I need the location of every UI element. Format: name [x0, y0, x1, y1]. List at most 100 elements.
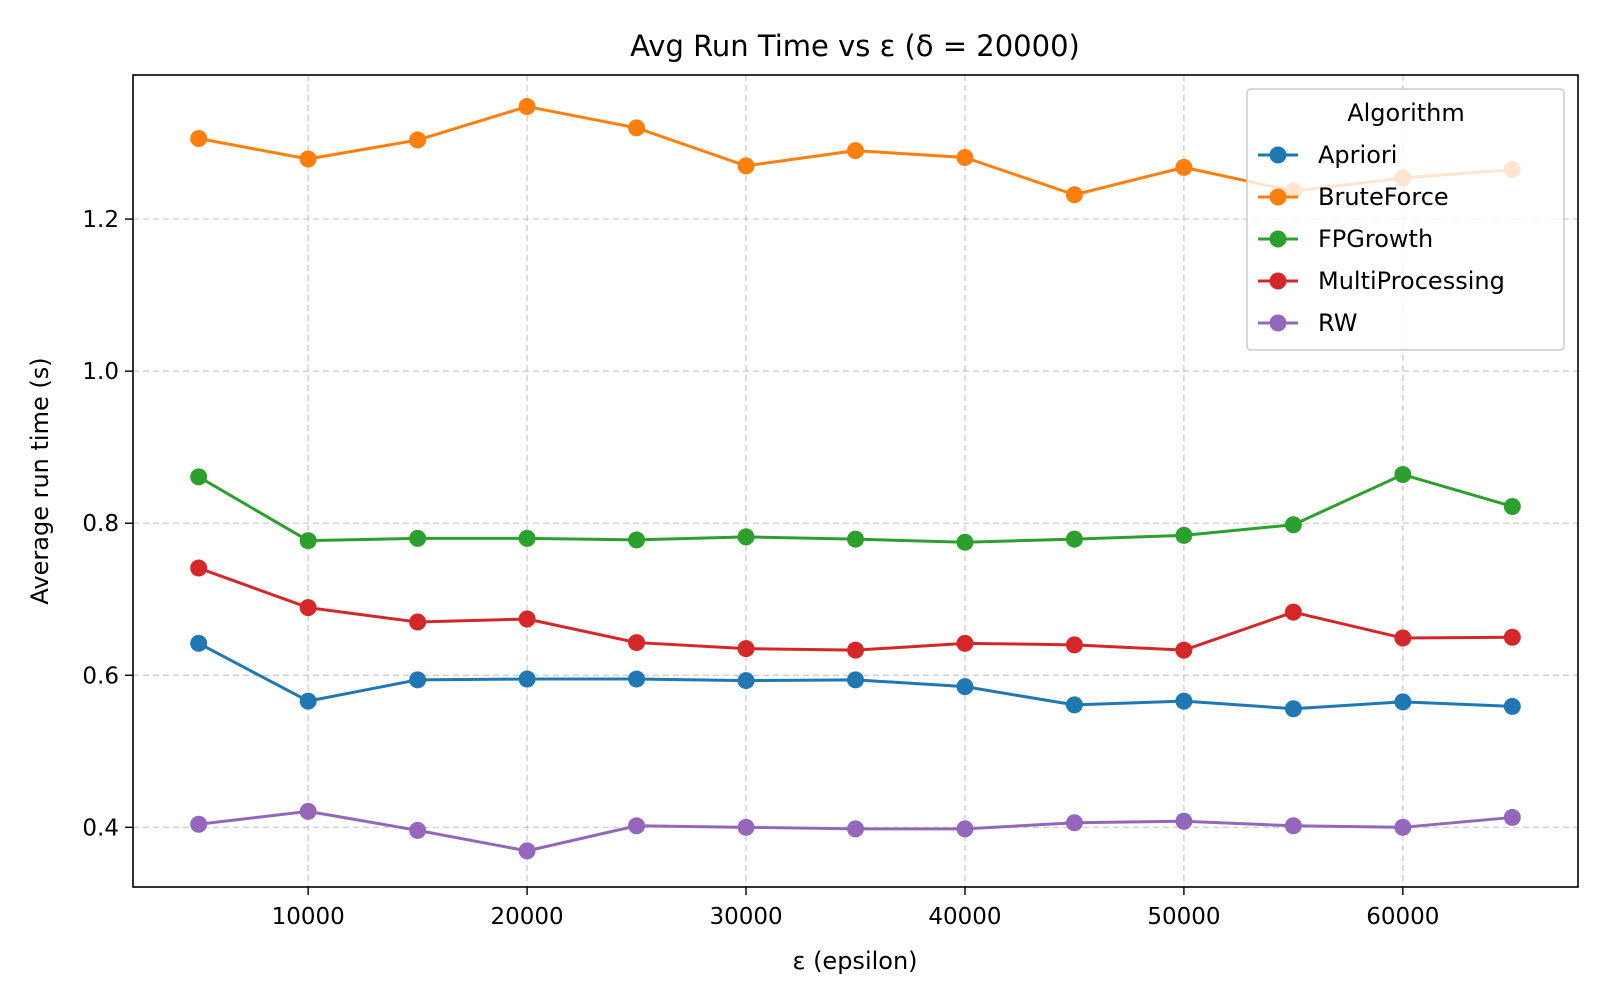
data-point-fpgrowth — [628, 531, 646, 549]
x-tick-label: 20000 — [491, 904, 564, 930]
x-tick-label: 40000 — [928, 904, 1001, 930]
x-tick-label: 30000 — [709, 904, 782, 930]
data-point-multiprocessing — [737, 640, 755, 658]
data-point-apriori — [628, 670, 646, 688]
data-point-bruteforce — [518, 98, 536, 116]
legend: Algorithm Apriori BruteForce FPGrowth Multi… — [1246, 88, 1565, 351]
x-tick-label: 60000 — [1366, 904, 1439, 930]
legend-marker — [1269, 230, 1287, 248]
data-point-apriori — [1065, 696, 1083, 714]
legend-label: BruteForce — [1318, 183, 1449, 211]
data-point-rw — [956, 820, 974, 838]
data-point-bruteforce — [1065, 186, 1083, 204]
data-point-apriori — [1503, 697, 1521, 715]
data-point-apriori — [409, 671, 427, 689]
data-point-fpgrowth — [299, 532, 317, 550]
data-point-fpgrowth — [1284, 516, 1302, 534]
data-point-multiprocessing — [190, 559, 208, 577]
data-point-rw — [847, 820, 864, 838]
series-apriori — [190, 634, 1521, 718]
data-point-multiprocessing — [956, 634, 974, 652]
series-rw — [190, 802, 1521, 860]
data-point-multiprocessing — [299, 599, 317, 617]
data-point-bruteforce — [409, 131, 427, 149]
x-tick-label: 50000 — [1147, 904, 1220, 930]
data-point-rw — [737, 818, 755, 836]
data-point-apriori — [518, 670, 536, 688]
plot-frame — [132, 74, 1579, 888]
data-point-rw — [1503, 808, 1521, 826]
data-point-multiprocessing — [1175, 641, 1193, 659]
data-point-apriori — [299, 692, 317, 710]
legend-item-bruteforce: BruteForce — [1258, 183, 1449, 211]
data-point-fpgrowth — [847, 530, 864, 548]
data-point-fpgrowth — [1394, 466, 1412, 484]
y-tick-label: 0.4 — [82, 815, 119, 841]
x-tick-label: 10000 — [272, 904, 345, 930]
data-point-rw — [1175, 812, 1193, 830]
legend-label: FPGrowth — [1318, 225, 1433, 253]
data-point-bruteforce — [299, 150, 317, 168]
data-point-apriori — [956, 678, 974, 696]
series-lines — [190, 98, 1521, 860]
data-point-multiprocessing — [1065, 636, 1083, 654]
legend-items: Apriori BruteForce FPGrowth MultiProcessing… — [1258, 141, 1505, 337]
data-point-multiprocessing — [847, 641, 864, 659]
data-point-multiprocessing — [518, 610, 536, 628]
data-point-multiprocessing — [1394, 629, 1412, 647]
legend-label: Apriori — [1318, 141, 1397, 169]
x-axis-label: ε (epsilon) — [792, 947, 917, 975]
legend-item-multiprocessing: MultiProcessing — [1258, 267, 1505, 295]
legend-box — [1246, 88, 1565, 351]
chart-title: Avg Run Time vs ε (δ = 20000) — [630, 29, 1080, 63]
y-tick-label: 1.2 — [82, 207, 119, 233]
data-point-rw — [1065, 814, 1083, 832]
data-point-bruteforce — [190, 129, 208, 147]
data-point-bruteforce — [628, 119, 646, 137]
data-point-bruteforce — [737, 157, 755, 175]
data-point-fpgrowth — [1503, 497, 1521, 515]
data-point-rw — [1284, 817, 1302, 835]
y-tick-label: 0.8 — [82, 511, 119, 537]
data-point-fpgrowth — [1175, 526, 1193, 544]
legend-label: MultiProcessing — [1318, 267, 1505, 295]
data-point-rw — [518, 842, 536, 860]
data-point-bruteforce — [1175, 158, 1193, 176]
data-point-fpgrowth — [737, 528, 755, 546]
series-multiprocessing — [190, 559, 1521, 659]
data-point-apriori — [190, 634, 208, 652]
data-point-rw — [409, 821, 427, 839]
y-axis: 0.4 0.6 0.8 1.0 1.2 — [82, 207, 133, 841]
legend-title: Algorithm — [1347, 99, 1465, 127]
data-point-rw — [1394, 818, 1412, 836]
data-point-multiprocessing — [1503, 628, 1521, 646]
data-point-fpgrowth — [518, 529, 536, 547]
data-point-fpgrowth — [1065, 530, 1083, 548]
series-fpgrowth — [190, 466, 1521, 551]
data-point-apriori — [847, 671, 864, 689]
data-point-multiprocessing — [409, 613, 427, 631]
y-tick-label: 0.6 — [82, 663, 119, 689]
data-point-apriori — [1284, 700, 1302, 718]
data-point-apriori — [737, 672, 755, 690]
data-point-fpgrowth — [190, 468, 208, 486]
y-axis-label: Average run time (s) — [26, 357, 54, 604]
y-tick-label: 1.0 — [82, 359, 119, 385]
data-point-apriori — [1175, 692, 1193, 710]
legend-marker — [1269, 272, 1287, 290]
data-point-apriori — [1394, 693, 1412, 711]
legend-label: RW — [1318, 309, 1357, 337]
data-point-bruteforce — [847, 142, 864, 160]
data-point-rw — [299, 802, 317, 820]
legend-marker — [1269, 146, 1287, 164]
legend-marker — [1269, 314, 1287, 332]
data-point-multiprocessing — [628, 634, 646, 652]
legend-item-rw: RW — [1258, 309, 1357, 337]
data-point-multiprocessing — [1284, 603, 1302, 621]
legend-item-fpgrowth: FPGrowth — [1258, 225, 1433, 253]
legend-item-apriori: Apriori — [1258, 141, 1397, 169]
x-axis: 10000 20000 30000 40000 50000 60000 — [272, 887, 1439, 930]
legend-marker — [1269, 188, 1287, 206]
data-point-rw — [190, 815, 208, 833]
